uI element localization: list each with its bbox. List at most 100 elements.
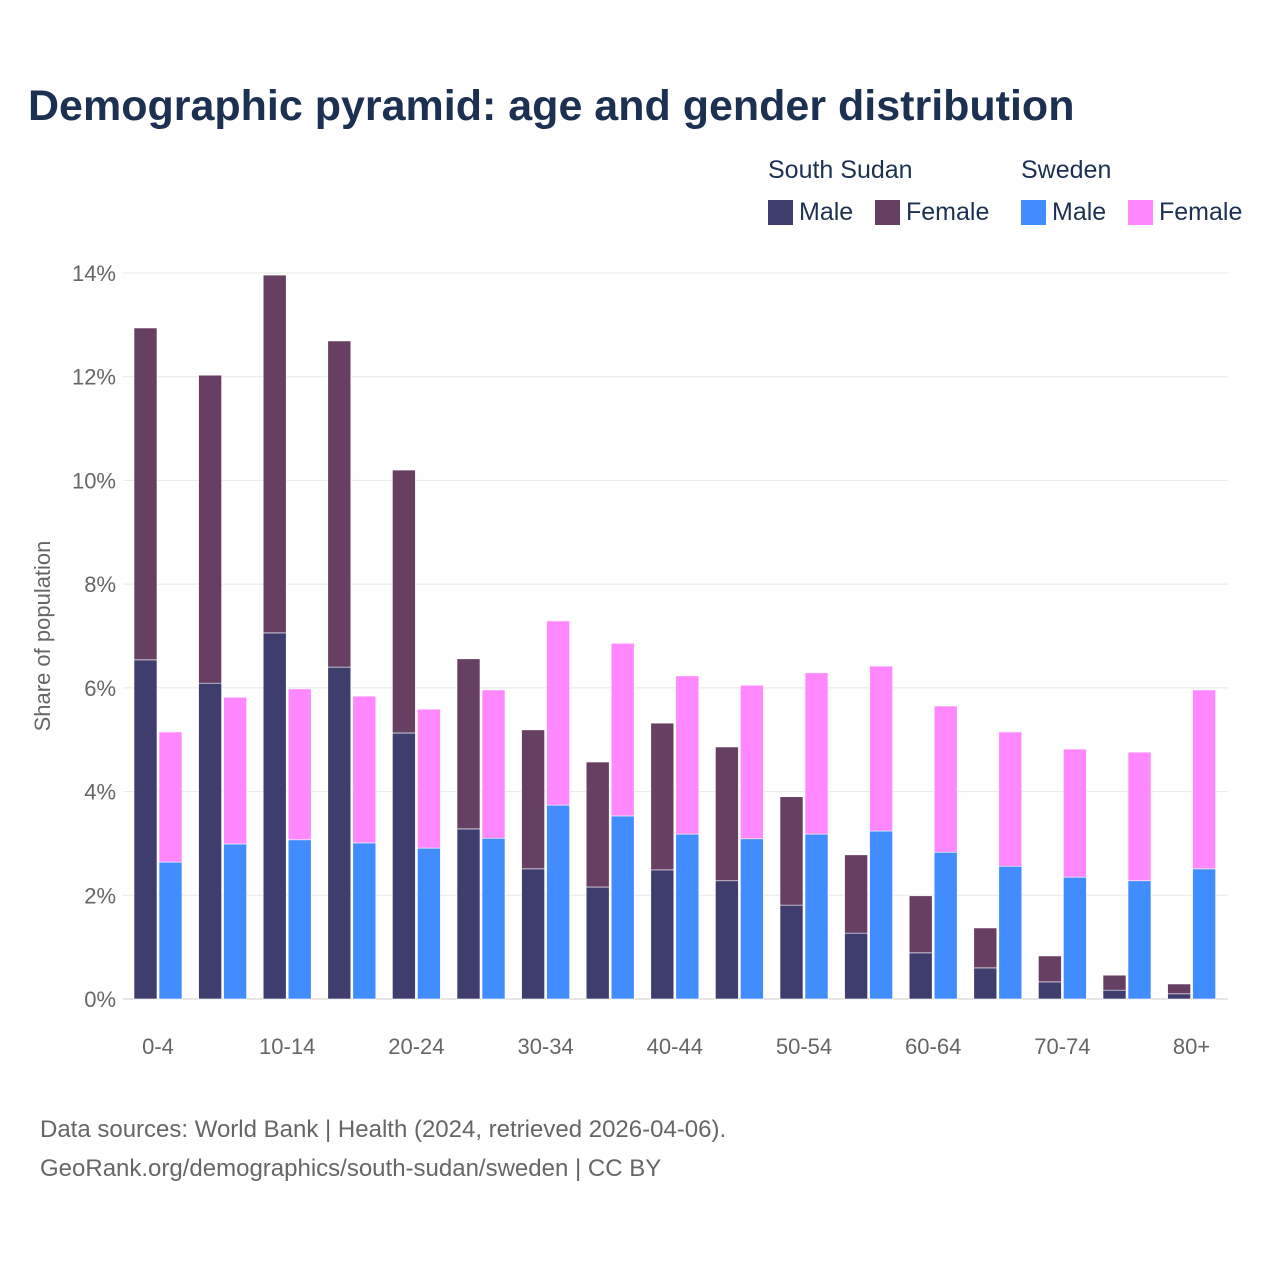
bar-south-sudan-female-60-64 [908, 895, 933, 954]
bar-sweden-female-20-24 [417, 708, 441, 849]
x-tick-label: 0-4 [142, 1034, 174, 1059]
bar-sweden-female-45-49 [740, 684, 764, 840]
legend-swatch [768, 200, 793, 225]
bar-south-sudan-female-10-14 [262, 274, 287, 634]
bar-sweden-male-5-9 [223, 843, 247, 1000]
legend-swatch [875, 200, 900, 225]
legend-item-sweden-male[interactable]: Male [1021, 198, 1106, 227]
y-axis-label: Share of population [30, 541, 55, 732]
bar-sweden-male-75-79 [1127, 880, 1152, 1000]
x-tick-label: 20-24 [388, 1034, 444, 1059]
y-tick-label: 8% [84, 572, 116, 597]
bar-south-sudan-female-80+ [1167, 983, 1191, 995]
bar-south-sudan-female-20-24 [392, 469, 416, 734]
bar-sweden-male-35-39 [610, 815, 635, 1000]
bar-sweden-female-15-19 [352, 695, 377, 844]
bar-south-sudan-male-15-19 [327, 666, 352, 1000]
bar-sweden-female-35-39 [610, 642, 635, 817]
bar-south-sudan-female-75-79 [1102, 974, 1127, 991]
bar-sweden-male-80+ [1192, 868, 1216, 1000]
bar-south-sudan-male-65-69 [973, 967, 998, 1000]
bar-south-sudan-male-80+ [1167, 993, 1191, 1000]
x-tick-label: 30-34 [517, 1034, 573, 1059]
bar-sweden-female-55-59 [869, 665, 893, 832]
footer-link[interactable]: GeoRank.org/demographics/south-sudan/swe… [40, 1155, 662, 1182]
x-tick-label: 60-64 [905, 1034, 961, 1059]
y-tick-label: 6% [84, 676, 116, 701]
bar-south-sudan-female-35-39 [585, 761, 610, 888]
bar-south-sudan-female-45-49 [715, 746, 739, 882]
bar-south-sudan-male-70-74 [1038, 981, 1062, 1000]
bar-south-sudan-female-0-4 [133, 327, 158, 661]
bar-sweden-female-80+ [1192, 689, 1216, 870]
bar-sweden-male-45-49 [740, 838, 764, 1000]
bar-south-sudan-male-60-64 [908, 952, 933, 1000]
bar-south-sudan-male-35-39 [585, 886, 610, 1000]
bar-sweden-female-75-79 [1127, 751, 1152, 882]
legend-swatch [1021, 200, 1046, 225]
legend-item-south-sudan-male[interactable]: Male [768, 198, 853, 227]
bar-south-sudan-male-5-9 [198, 682, 222, 1000]
bar-sweden-female-30-34 [546, 620, 570, 806]
legend-label: Male [799, 198, 854, 226]
bar-sweden-female-10-14 [287, 688, 312, 841]
bar-sweden-male-50-54 [804, 833, 829, 1000]
legend-swatch [1128, 200, 1153, 225]
bar-sweden-male-20-24 [417, 847, 441, 1000]
footer-source: Data sources: World Bank | Health (2024,… [40, 1116, 727, 1143]
bar-sweden-male-10-14 [287, 839, 312, 1000]
bar-south-sudan-male-25-29 [456, 828, 481, 1000]
bar-sweden-female-5-9 [223, 696, 247, 845]
legend-group-sweden: Sweden [1021, 156, 1112, 184]
bar-south-sudan-female-30-34 [521, 729, 545, 870]
bar-sweden-male-0-4 [158, 861, 183, 1000]
bar-south-sudan-male-40-44 [650, 869, 675, 1000]
bar-sweden-female-60-64 [933, 705, 958, 853]
bar-sweden-female-65-69 [998, 731, 1023, 867]
bar-sweden-female-50-54 [804, 672, 829, 835]
bar-south-sudan-male-30-34 [521, 868, 545, 1000]
bar-south-sudan-female-15-19 [327, 340, 352, 668]
bar-south-sudan-male-0-4 [133, 659, 158, 1000]
bar-south-sudan-female-5-9 [198, 374, 222, 684]
bar-south-sudan-male-50-54 [779, 904, 804, 1000]
y-tick-label: 2% [84, 883, 116, 908]
y-tick-label: 14% [72, 261, 116, 286]
x-tick-label: 80+ [1173, 1034, 1210, 1059]
x-tick-label: 70-74 [1034, 1034, 1090, 1059]
chart-title: Demographic pyramid: age and gender dist… [28, 82, 1075, 130]
bar-south-sudan-male-55-59 [844, 932, 868, 1000]
legend-label: Female [906, 198, 990, 226]
bar-sweden-female-40-44 [675, 675, 700, 835]
bar-sweden-male-65-69 [998, 865, 1023, 1000]
bar-south-sudan-female-65-69 [973, 927, 998, 969]
bar-south-sudan-male-75-79 [1102, 989, 1127, 1000]
legend-label: Male [1052, 198, 1107, 226]
bar-sweden-female-70-74 [1063, 748, 1087, 878]
bar-sweden-male-15-19 [352, 842, 377, 1000]
y-tick-label: 12% [72, 365, 116, 390]
bar-south-sudan-male-20-24 [392, 732, 416, 1000]
bar-south-sudan-female-50-54 [779, 796, 804, 906]
x-tick-label: 10-14 [259, 1034, 315, 1059]
y-tick-label: 4% [84, 780, 116, 805]
legend-item-south-sudan-female[interactable]: Female [875, 198, 989, 227]
legend-label: Female [1159, 198, 1243, 226]
bar-south-sudan-female-25-29 [456, 658, 481, 830]
bar-sweden-female-0-4 [158, 731, 183, 863]
bar-south-sudan-female-55-59 [844, 854, 868, 934]
bar-south-sudan-male-10-14 [262, 632, 287, 1000]
bar-sweden-male-55-59 [869, 830, 893, 1000]
x-tick-label: 50-54 [776, 1034, 832, 1059]
bar-sweden-male-40-44 [675, 833, 700, 1000]
bar-sweden-male-25-29 [481, 837, 506, 1000]
legend-item-sweden-female[interactable]: Female [1128, 198, 1242, 227]
y-tick-label: 0% [84, 987, 116, 1012]
legend-group-south-sudan: South Sudan [768, 156, 913, 184]
bar-south-sudan-male-45-49 [715, 880, 739, 1000]
bar-sweden-male-70-74 [1063, 876, 1087, 1000]
bar-south-sudan-female-70-74 [1038, 955, 1062, 983]
bar-sweden-male-30-34 [546, 804, 570, 1000]
bar-sweden-female-25-29 [481, 689, 506, 839]
